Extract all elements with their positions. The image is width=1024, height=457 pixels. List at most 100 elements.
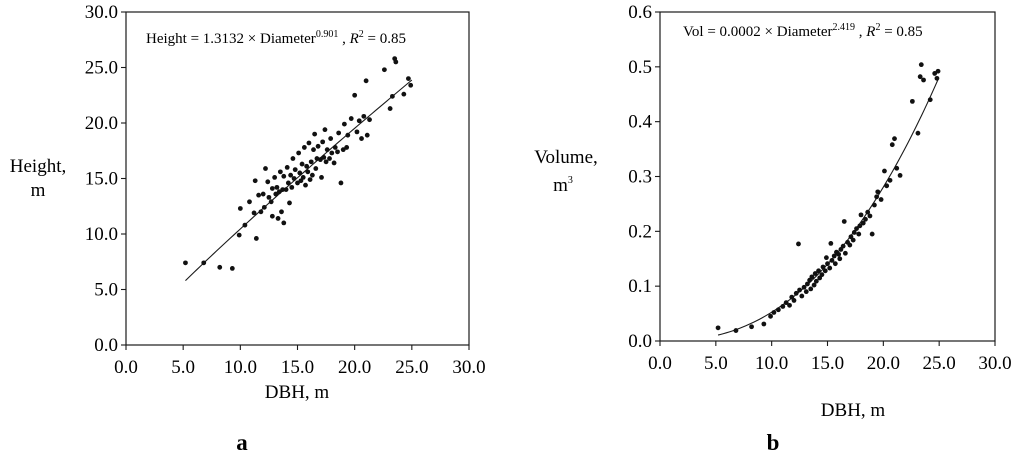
data-point: [356, 118, 362, 124]
data-point: [261, 204, 267, 210]
data-point: [317, 157, 323, 163]
x-axis-label: DBH, m: [821, 400, 886, 421]
data-point: [291, 176, 297, 181]
data-point: [799, 293, 805, 299]
data-point: [364, 132, 370, 138]
x-tick-label: 20.0: [338, 357, 371, 378]
data-point: [284, 165, 290, 170]
data-point: [324, 147, 330, 153]
data-point: [288, 172, 294, 178]
data-point: [275, 216, 281, 221]
data-points: [715, 62, 941, 333]
data-point: [918, 62, 924, 68]
plot-area: [659, 11, 996, 342]
data-point: [796, 241, 801, 247]
data-point: [338, 180, 344, 186]
data-point: [805, 281, 810, 287]
data-point: [363, 78, 369, 84]
data-point: [341, 121, 347, 127]
y-tick-label: 0.5: [628, 57, 652, 78]
y-axis-label: Volume, m3: [534, 147, 598, 196]
data-point: [715, 325, 721, 331]
panel-label: a: [236, 430, 248, 455]
data-point: [882, 168, 887, 174]
data-point: [874, 194, 880, 200]
data-point: [201, 260, 207, 266]
data-point: [340, 147, 346, 153]
panel-label: b: [767, 430, 780, 455]
data-point: [332, 145, 338, 150]
data-point: [323, 159, 329, 165]
data-point: [352, 92, 358, 98]
x-tick-label: 20.0: [867, 353, 900, 374]
x-tick-label: 30.0: [452, 357, 485, 378]
fit-curve: [717, 79, 939, 336]
data-point: [831, 253, 837, 259]
data-point: [183, 260, 188, 266]
data-point: [251, 210, 257, 216]
x-axis-ticks: 0.0 5.0 10.0 15.0 20.0 25.0 30.0: [114, 345, 486, 378]
data-point: [269, 213, 275, 219]
data-point: [367, 117, 372, 123]
data-point: [344, 145, 350, 150]
data-point: [854, 226, 859, 231]
data-point: [733, 328, 739, 333]
data-point: [285, 180, 291, 186]
data-point: [237, 206, 243, 211]
data-point: [927, 97, 933, 103]
data-point: [872, 202, 877, 208]
data-point: [820, 264, 826, 270]
data-point: [749, 324, 754, 330]
data-point: [292, 167, 298, 173]
data-point: [809, 274, 815, 280]
data-point: [921, 77, 926, 83]
data-point: [819, 272, 825, 278]
x-tick-label: 5.0: [171, 357, 195, 378]
data-point: [297, 170, 303, 176]
data-point: [309, 172, 315, 178]
data-point: [915, 130, 921, 136]
data-point: [816, 268, 821, 274]
data-point: [837, 256, 843, 262]
y-tick-label: 5.0: [94, 280, 118, 301]
data-point: [345, 132, 351, 138]
y-tick-label: 10.0: [85, 224, 118, 245]
data-point: [829, 257, 835, 263]
data-point: [263, 166, 268, 171]
data-point: [808, 286, 814, 292]
data-point: [842, 250, 848, 256]
data-point: [823, 255, 829, 261]
data-point: [301, 145, 307, 150]
y-axis-ticks: 0.0 0.1 0.2 0.3 0.4 0.5 0.6: [628, 2, 660, 352]
x-axis-ticks: 0.0 5.0 10.0 15.0 20.0 25.0 30.0: [648, 341, 1012, 374]
data-point: [406, 76, 411, 81]
data-point: [811, 282, 817, 288]
data-point: [272, 174, 278, 180]
data-point: [354, 129, 360, 135]
data-point: [277, 169, 283, 175]
data-point: [336, 130, 342, 136]
data-point: [878, 197, 884, 202]
data-point: [361, 113, 367, 119]
data-point: [229, 266, 235, 271]
data-point: [295, 180, 300, 186]
data-point: [322, 127, 328, 133]
data-point: [320, 139, 326, 145]
data-point: [869, 231, 875, 237]
data-point: [850, 237, 856, 243]
data-point: [307, 177, 313, 183]
data-point: [408, 82, 414, 88]
data-point: [348, 116, 354, 121]
y-tick-label: 20.0: [85, 113, 118, 134]
data-points: [183, 56, 414, 271]
x-tick-label: 5.0: [704, 353, 728, 374]
data-point: [303, 182, 308, 188]
data-point: [858, 212, 864, 218]
data-point: [311, 147, 316, 153]
data-point: [276, 189, 282, 195]
data-point: [860, 220, 866, 226]
data-point: [801, 284, 807, 290]
data-point: [894, 165, 900, 171]
data-point: [401, 91, 407, 97]
x-tick-label: 0.0: [648, 353, 672, 374]
